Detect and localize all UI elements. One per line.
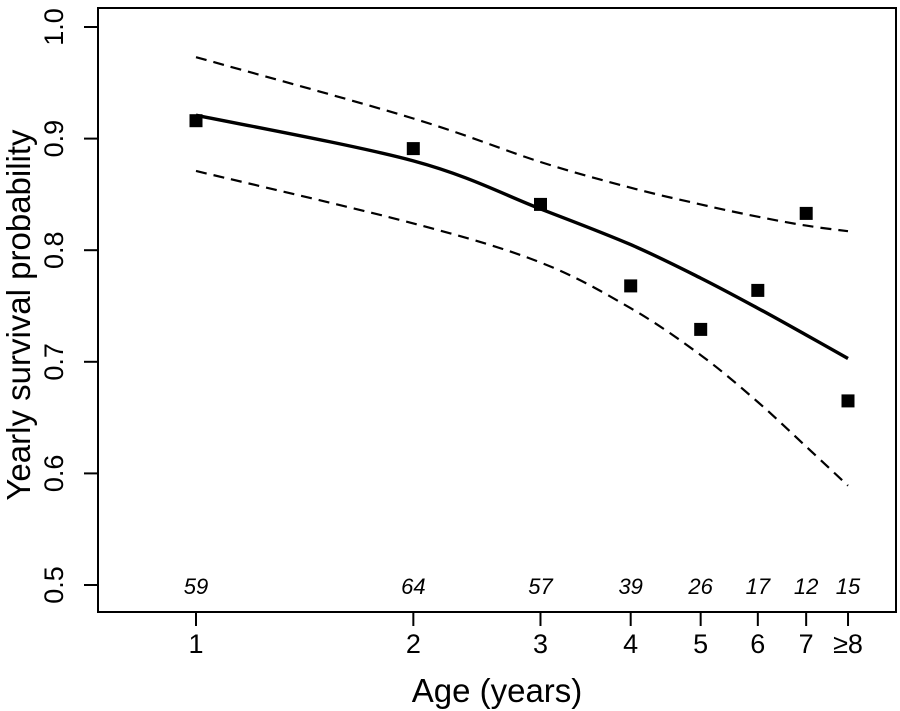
x-tick-label: 5 [693,629,708,659]
sample-size-label: 64 [401,574,425,599]
y-tick-label: 0.5 [39,566,69,604]
y-axis-title: Yearly survival probability [0,129,37,501]
y-tick-label: 0.8 [39,231,69,269]
y-tick-label: 1.0 [39,8,69,46]
sample-size-label: 57 [528,574,553,599]
data-point-square [841,394,855,408]
sample-size-label: 59 [184,574,208,599]
confidence-lower [195,169,849,487]
model-fit-line [195,113,849,360]
data-point-square [624,279,638,293]
x-tick-label: 7 [799,629,814,659]
x-tick-label: 2 [406,629,421,659]
x-tick-label: 4 [623,629,638,659]
sample-size-label: 15 [836,574,861,599]
y-tick-label: 0.7 [39,343,69,381]
sample-size-label: 39 [618,574,642,599]
sample-size-label: 12 [794,574,818,599]
data-point-square [751,283,765,297]
x-tick-label: 6 [750,629,765,659]
sample-size-label: 26 [687,574,713,599]
data-point-square [694,322,708,336]
x-axis-title: Age (years) [412,672,583,709]
x-tick-label: 1 [188,629,203,659]
confidence-upper [195,56,849,233]
y-tick-label: 0.9 [39,120,69,158]
data-point-square [406,142,420,156]
sample-size-label: 17 [746,574,771,599]
x-tick-label: ≥8 [833,629,863,659]
x-tick-label: 3 [533,629,548,659]
plot-frame [97,7,897,613]
chart-render-root: 1 2 3 4 5 6 7 ≥81.00.90.80.70.60.5 59 64 57 39 26 17 1… [39,7,897,659]
data-point-square [799,206,813,220]
y-tick-label: 0.6 [39,455,69,493]
